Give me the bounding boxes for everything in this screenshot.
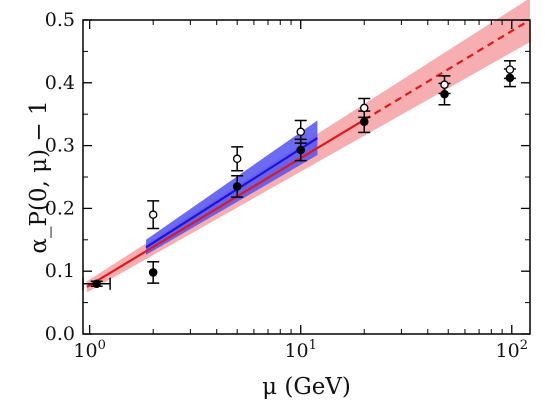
fit-line-extrapolated-0 (363, 19, 531, 121)
fit-line-0 (86, 118, 365, 288)
data-point-open (296, 127, 305, 137)
data-point-filled (148, 268, 158, 277)
y-tick-label: 0.0 (45, 323, 75, 345)
y-tick-label: 0.2 (45, 197, 75, 219)
data-point-open (440, 80, 449, 89)
plot-area (82, 0, 531, 293)
data-point-filled (296, 145, 306, 155)
y-tick-label: 0.1 (45, 260, 75, 282)
y-tick-label: 0.3 (45, 135, 75, 157)
x-tick-label: 102 (496, 338, 528, 362)
data-point-open (232, 154, 242, 164)
x-tick-label: 101 (284, 338, 316, 362)
axis-ticks: 0.0 0.1 0.2 0.3 0.4 0.5 100 101 102 (45, 9, 530, 362)
data-point-filled (359, 117, 369, 127)
data-point-open (148, 210, 158, 219)
data-point-open (505, 65, 515, 74)
y-axis-title: α_P(0, μ) − 1 (26, 100, 52, 253)
y-tick-label: 0.4 (45, 72, 75, 94)
fit-line-1 (145, 137, 319, 249)
x-tick-label: 100 (73, 338, 105, 362)
y-tick-label: 0.5 (45, 9, 75, 31)
data-point-filled (92, 279, 102, 289)
data-point-filled (232, 182, 242, 191)
x-axis-title: μ (GeV) (262, 374, 351, 400)
data-point-open (359, 103, 369, 113)
